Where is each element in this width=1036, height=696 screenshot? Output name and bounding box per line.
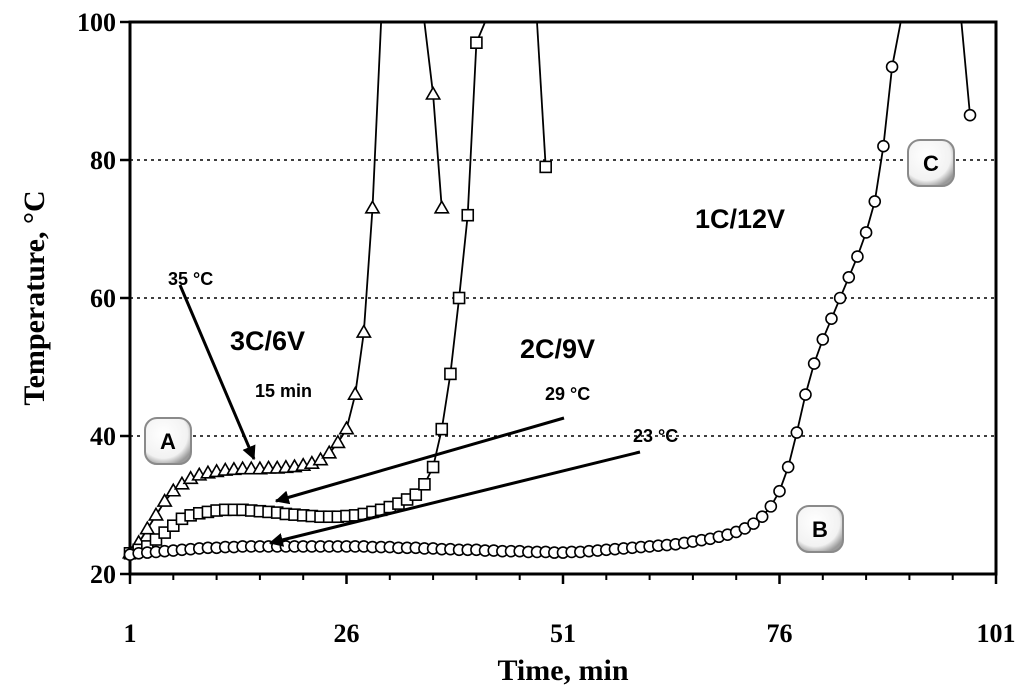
arrow-35c <box>178 284 256 461</box>
badge-a-label: A <box>160 429 176 454</box>
annotation-29c: 29 °C <box>545 384 590 404</box>
data-point <box>825 312 838 326</box>
y-tick-label: 60 <box>90 284 116 313</box>
y-axis: 20 40 60 80 100 <box>77 8 130 589</box>
data-point <box>338 420 355 435</box>
data-point <box>747 517 760 530</box>
data-point <box>773 484 786 498</box>
annotation-23c: 23 °C <box>633 426 678 446</box>
data-point <box>347 385 364 400</box>
data-point <box>833 291 847 305</box>
x-tick-label: 1 <box>124 619 137 648</box>
x-tick-label: 76 <box>767 619 793 648</box>
annotation-15min: 15 min <box>255 381 312 401</box>
data-point <box>807 357 821 370</box>
series-square <box>123 21 552 560</box>
data-point <box>461 208 475 222</box>
series-layer <box>121 21 977 561</box>
data-point <box>539 160 552 174</box>
badge-c: C <box>907 139 955 187</box>
data-point <box>156 492 173 507</box>
data-point <box>963 108 977 122</box>
x-axis-title: Time, min <box>497 654 628 687</box>
data-point <box>799 388 812 401</box>
data-point <box>158 526 171 539</box>
data-point <box>433 199 450 214</box>
data-point <box>444 367 457 381</box>
badge-b: B <box>796 505 844 553</box>
y-axis-title: Temperature, °C <box>18 190 51 405</box>
data-point <box>868 195 882 208</box>
data-point <box>851 250 864 263</box>
series-line <box>960 21 971 116</box>
data-point <box>409 488 423 501</box>
data-point <box>147 506 165 521</box>
data-point <box>790 426 804 439</box>
data-point <box>364 199 381 214</box>
series-circle <box>123 21 977 561</box>
x-tick-label: 101 <box>977 619 1016 648</box>
y-tick-label: 80 <box>90 146 116 175</box>
data-point <box>425 85 442 100</box>
data-point <box>139 520 156 535</box>
data-point <box>885 60 899 74</box>
annotation-35c: 35 °C <box>168 269 213 289</box>
series-triangle <box>121 21 450 559</box>
data-point <box>816 333 830 346</box>
series-label-3c6v: 3C/6V <box>230 326 305 356</box>
series-label-2c9v: 2C/9V <box>520 334 595 364</box>
arrow-29c <box>274 416 565 505</box>
y-tick-label: 40 <box>90 422 116 451</box>
data-point <box>781 460 795 474</box>
data-point <box>470 36 483 50</box>
series-label-1c12v: 1C/12V <box>695 204 785 234</box>
data-point <box>452 291 466 305</box>
badge-c-label: C <box>923 151 939 176</box>
gridlines <box>130 159 996 437</box>
data-point <box>426 460 440 474</box>
arrow-23c <box>268 450 641 547</box>
y-tick-label: 20 <box>90 560 116 589</box>
data-point <box>321 444 338 459</box>
data-point <box>149 533 163 546</box>
series-line <box>536 21 547 167</box>
data-point <box>167 519 180 533</box>
data-point <box>165 482 182 497</box>
data-point <box>877 139 890 153</box>
data-point <box>312 451 329 466</box>
x-axis: 1 26 51 76 101 <box>124 574 1016 648</box>
data-point <box>435 422 449 436</box>
badge-a: A <box>144 417 192 465</box>
badge-b-label: B <box>812 517 828 542</box>
data-point <box>418 477 431 491</box>
data-point <box>859 226 873 239</box>
x-tick-label: 51 <box>550 619 576 648</box>
data-point <box>355 323 372 338</box>
data-point <box>764 500 778 513</box>
x-tick-label: 26 <box>334 619 360 648</box>
y-tick-label: 100 <box>77 8 116 37</box>
data-point <box>329 434 346 449</box>
data-point <box>842 270 856 284</box>
data-point <box>755 510 769 524</box>
